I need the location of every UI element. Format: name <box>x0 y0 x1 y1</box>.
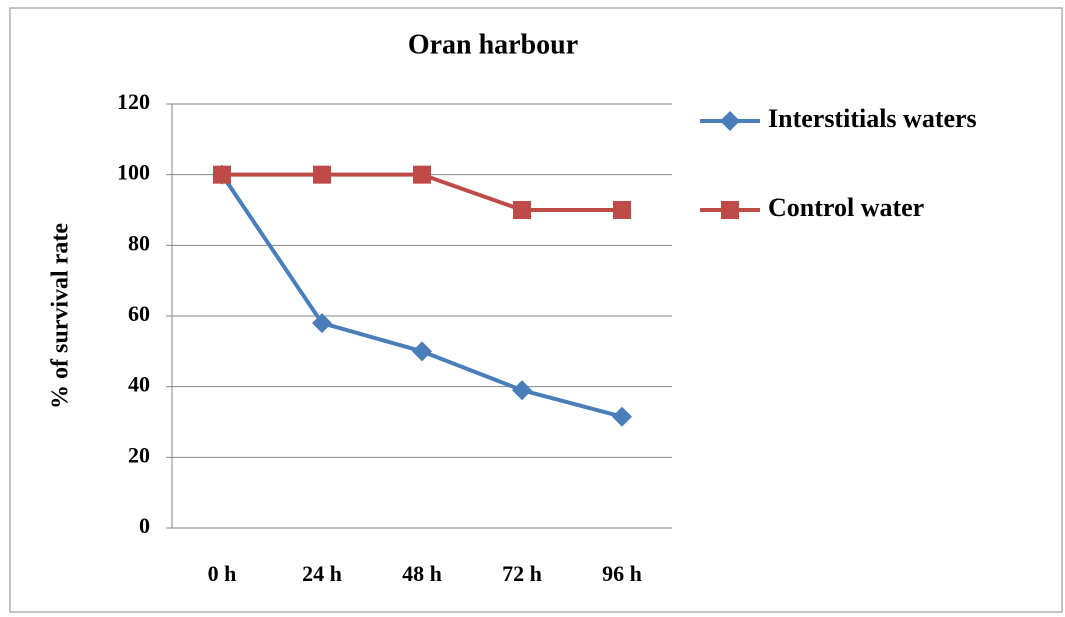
data-point <box>313 165 331 184</box>
y-tick-label: 120 <box>117 89 150 114</box>
legend-swatch-marker <box>720 111 740 131</box>
chart-border <box>9 7 1063 613</box>
data-point <box>312 313 332 334</box>
legend-swatch-marker <box>721 201 739 219</box>
data-point <box>412 341 432 362</box>
x-tick-label: 48 h <box>402 561 442 586</box>
x-tick-label: 0 h <box>208 561 237 586</box>
legend-label: Control water <box>768 193 924 222</box>
y-tick-label: 0 <box>139 513 150 538</box>
y-tick-label: 20 <box>128 442 150 467</box>
y-tick-label: 100 <box>117 160 150 185</box>
x-tick-label: 72 h <box>502 561 542 586</box>
data-point <box>213 165 231 184</box>
data-point <box>413 165 431 184</box>
data-point <box>513 201 531 219</box>
data-point <box>613 201 631 219</box>
y-axis-label: % of survival rate <box>48 223 74 409</box>
chart-title: Oran harbour <box>408 29 578 60</box>
data-point <box>512 380 532 401</box>
y-tick-label: 80 <box>128 230 150 255</box>
y-tick-label: 60 <box>128 301 150 326</box>
legend-label: Interstitials waters <box>768 104 977 133</box>
y-tick-label: 40 <box>128 372 150 397</box>
data-point <box>612 406 632 427</box>
x-tick-label: 96 h <box>602 561 642 586</box>
x-tick-label: 24 h <box>302 561 342 586</box>
